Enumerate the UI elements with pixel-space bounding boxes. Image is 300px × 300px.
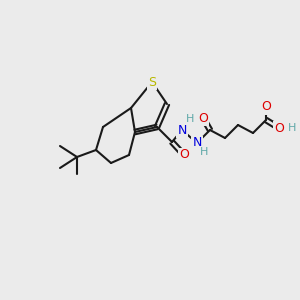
Text: H: H [288, 123, 296, 133]
Text: N: N [192, 136, 202, 149]
Text: N: N [177, 124, 187, 136]
Text: H: H [186, 114, 194, 124]
Text: O: O [261, 100, 271, 113]
Text: S: S [148, 76, 156, 88]
Text: O: O [179, 148, 189, 161]
Text: O: O [274, 122, 284, 134]
Text: O: O [198, 112, 208, 124]
Text: H: H [200, 147, 208, 157]
